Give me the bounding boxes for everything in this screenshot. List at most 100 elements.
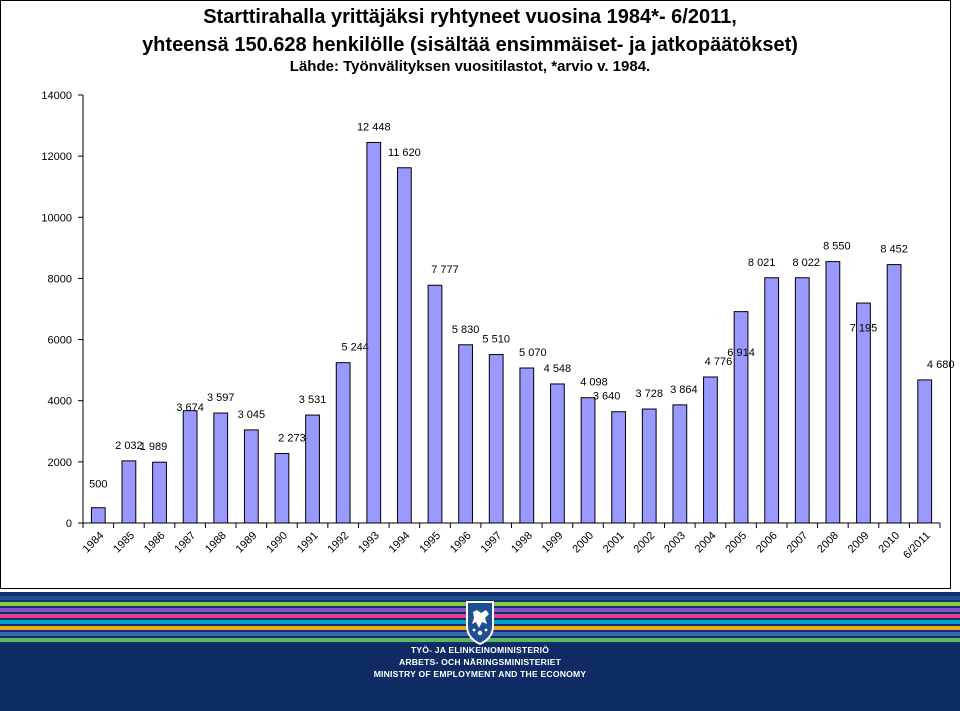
data-label: 3 597 xyxy=(207,392,235,404)
ministry-name-fi: TYÖ- JA ELINKEINOMINISTERIÖ xyxy=(410,645,550,655)
bar-2007 xyxy=(794,277,810,524)
data-label: 8 021 xyxy=(748,257,776,269)
bar-1986 xyxy=(152,461,167,524)
x-tick-label: 2009 xyxy=(846,530,872,556)
bar-2002 xyxy=(641,408,657,524)
ministry-names: TYÖ- JA ELINKEINOMINISTERIÖ ARBETS- OCH … xyxy=(310,644,650,680)
x-tick-label: 1987 xyxy=(172,530,198,556)
bar-1998 xyxy=(519,367,535,524)
bar-1988 xyxy=(213,412,229,524)
data-label: 3 640 xyxy=(593,391,621,403)
y-tick-label: 4000 xyxy=(48,396,72,408)
bar-1997 xyxy=(488,354,504,524)
x-tick-label: 1989 xyxy=(234,530,260,556)
y-tick-label: 14000 xyxy=(41,90,72,102)
data-label: 3 531 xyxy=(299,394,327,406)
footer-banner xyxy=(0,592,960,711)
y-tick-label: 6000 xyxy=(48,335,72,347)
x-tick-label: 2000 xyxy=(570,530,596,556)
data-label: 5 510 xyxy=(482,334,510,346)
x-tick-label: 1985 xyxy=(111,530,137,556)
x-tick-label: 2007 xyxy=(785,530,811,556)
x-tick-label: 1988 xyxy=(203,530,229,556)
bar-2010 xyxy=(886,264,902,524)
y-tick-label: 0 xyxy=(66,518,72,530)
x-tick-label: 2004 xyxy=(693,530,719,556)
bar-1992 xyxy=(335,362,351,524)
data-label: 8 022 xyxy=(793,257,821,269)
x-tick-label: 1991 xyxy=(295,530,321,556)
x-tick-label: 2005 xyxy=(723,530,749,556)
bar-1985 xyxy=(121,460,137,524)
y-tick-label: 8000 xyxy=(48,273,72,285)
footer-stripe xyxy=(0,596,960,600)
y-axis: 0 2000 4000 6000 8000 10000 12000 14000 xyxy=(41,90,84,530)
x-tick-label: 2001 xyxy=(601,530,627,556)
data-label: 8 452 xyxy=(880,244,908,256)
chart-title-line-1: Starttirahalla yrittäjäksi ryhtyneet vuo… xyxy=(203,6,737,28)
bar-1994 xyxy=(396,167,412,524)
chart-source-note: Lähde: Työnvälityksen vuositilastot, *ar… xyxy=(289,58,651,75)
finnish-lion-coat-of-arms-icon xyxy=(466,601,494,646)
x-tick-label: 2006 xyxy=(754,530,780,556)
bar-6-2011 xyxy=(917,379,933,524)
data-label: 5 070 xyxy=(519,347,547,359)
x-tick-label: 1994 xyxy=(387,530,413,556)
data-label: 5 244 xyxy=(341,342,369,354)
y-tick-label: 2000 xyxy=(48,457,72,469)
data-label: 3 045 xyxy=(238,409,266,421)
bar-2008 xyxy=(825,261,841,524)
x-tick-label: 1986 xyxy=(142,530,168,556)
footer-stripes xyxy=(0,592,960,711)
x-tick-label: 1997 xyxy=(479,530,505,556)
chart-border xyxy=(0,0,951,589)
x-tick-label: 2003 xyxy=(662,530,688,556)
data-label: 2 273 xyxy=(278,433,306,445)
bar-series xyxy=(90,141,933,524)
data-label: 5 830 xyxy=(452,324,480,336)
data-label: 3 674 xyxy=(176,402,204,414)
data-label: 4 680 xyxy=(927,359,955,371)
data-label: 8 550 xyxy=(823,241,851,253)
bar-1996 xyxy=(458,344,473,524)
data-label: 7 195 xyxy=(850,322,878,334)
bar-1993 xyxy=(366,141,382,524)
data-label: 500 xyxy=(89,479,107,491)
x-tick-label: 1990 xyxy=(264,530,290,556)
x-tick-label: 6/2011 xyxy=(901,530,933,562)
x-tick-label: 1993 xyxy=(356,530,382,556)
data-label: 7 777 xyxy=(431,264,459,276)
data-label: 4 548 xyxy=(544,363,572,375)
data-label: 2 032 xyxy=(115,440,143,452)
data-label: 4 098 xyxy=(580,377,608,389)
x-tick-label: 1999 xyxy=(540,530,566,556)
chart-title-line-2: yhteensä 150.628 henkilölle (sisältää en… xyxy=(142,34,798,56)
data-label: 11 620 xyxy=(388,147,421,159)
bar-2004 xyxy=(703,376,718,524)
x-tick-label: 1998 xyxy=(509,530,535,556)
x-tick-label: 1996 xyxy=(448,530,474,556)
bar-1995 xyxy=(427,284,443,524)
bar-2009 xyxy=(856,302,871,524)
bar-2006 xyxy=(764,277,780,524)
x-tick-label: 1984 xyxy=(81,530,107,556)
y-tick-label: 12000 xyxy=(41,151,72,163)
bar-2003 xyxy=(672,404,688,524)
x-tick-label: 2008 xyxy=(815,530,841,556)
data-label: 3 728 xyxy=(635,388,663,400)
chart-frame: Starttirahalla yrittäjäksi ryhtyneet vuo… xyxy=(0,0,954,589)
ministry-name-en: MINISTRY OF EMPLOYMENT AND THE ECONOMY xyxy=(373,669,587,679)
data-label: 12 448 xyxy=(357,121,391,133)
data-label: 6 914 xyxy=(727,347,755,359)
x-tick-label: 1992 xyxy=(325,530,351,556)
ministry-name-sv: ARBETS- OCH NÄRINGSMINISTERIET xyxy=(398,657,562,667)
bar-1987 xyxy=(182,410,198,524)
bar-1990 xyxy=(274,453,290,524)
bar-2000 xyxy=(580,397,596,524)
data-label: 3 864 xyxy=(670,384,698,396)
bar-1999 xyxy=(550,383,565,524)
bar-2005 xyxy=(733,311,749,524)
data-label: 4 776 xyxy=(705,356,733,368)
